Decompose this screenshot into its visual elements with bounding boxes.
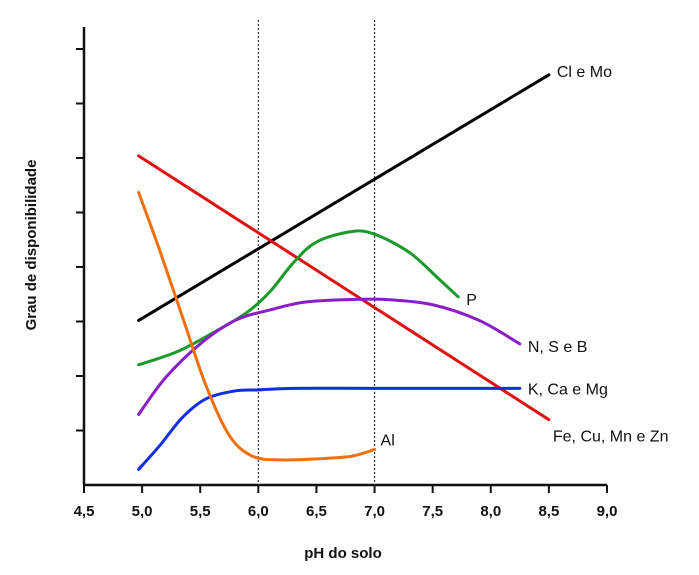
series-label: P (466, 292, 477, 309)
series-layer (137, 73, 551, 471)
x-tick-label: 5,0 (132, 503, 153, 520)
series-label: N, S e B (528, 339, 588, 356)
series-label: K, Ca e Mg (528, 381, 608, 398)
series-label-layer: Cl e Mo Fe, Cu, Mn e Zn P N, S e B K, Ca e M… (381, 64, 669, 450)
x-tick-label: 8,5 (538, 503, 559, 520)
x-tick-label: 4,5 (74, 503, 95, 520)
series-line (137, 154, 551, 422)
x-tick-label: 7,0 (364, 503, 385, 520)
series-line (137, 297, 522, 416)
x-tick-label: 5,5 (190, 503, 211, 520)
x-tick-label: 6,5 (306, 503, 327, 520)
axes: 4,5 5,0 5,5 6,0 6,5 7,0 7,5 8,0 8,5 9,0 (74, 27, 618, 520)
x-tick-label: 8,0 (480, 503, 501, 520)
x-tick-label: 6,0 (248, 503, 269, 520)
series-label: Fe, Cu, Mn e Zn (553, 429, 669, 446)
series-line (137, 190, 377, 462)
series-line (137, 73, 551, 322)
x-axis-title: pH do solo (304, 545, 382, 562)
series-label: Al (381, 432, 395, 449)
series-label: Cl e Mo (557, 64, 612, 81)
x-tick-label: 7,5 (422, 503, 443, 520)
series-line (137, 386, 522, 471)
series-line (137, 229, 460, 367)
x-tick-label: 9,0 (597, 503, 618, 520)
y-axis-title: Grau de disponibilidade (23, 160, 40, 331)
reference-lines (257, 20, 376, 485)
